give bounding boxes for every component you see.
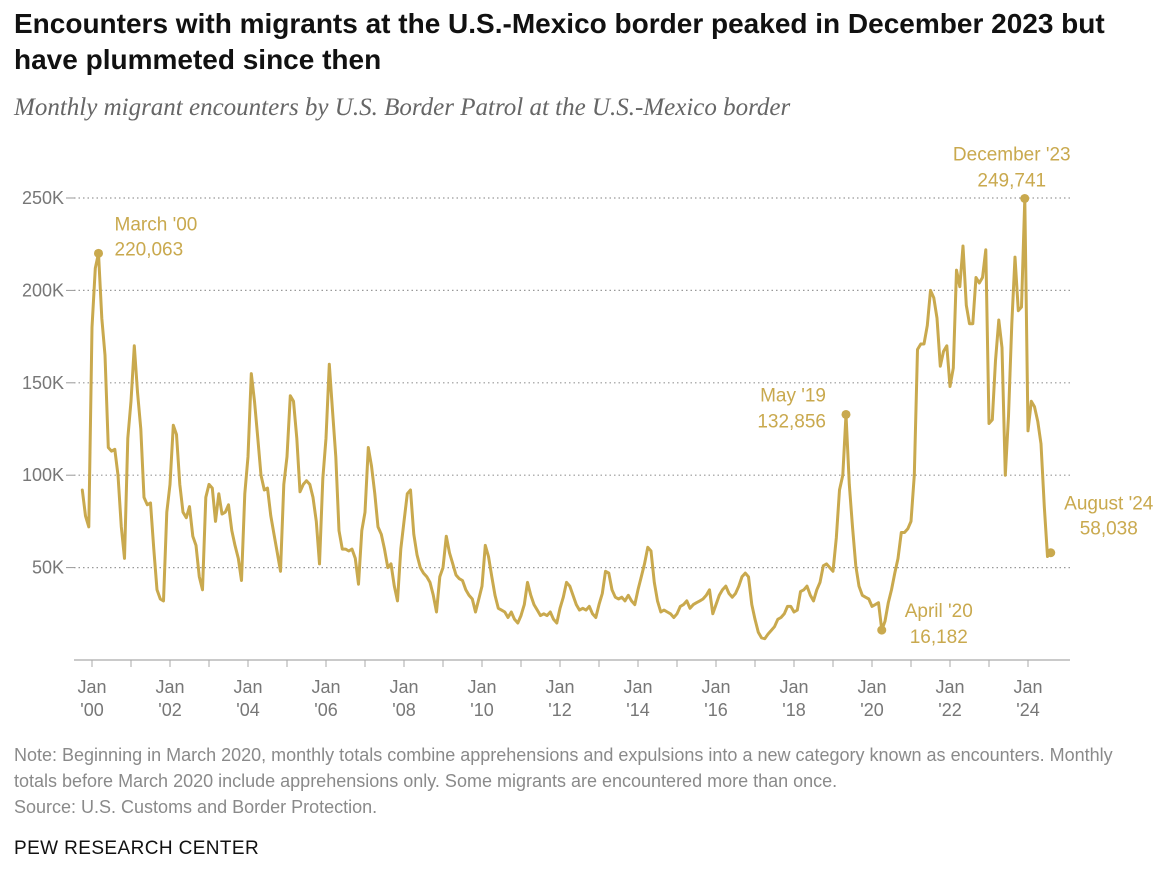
y-tick-label: 50K — [32, 558, 64, 578]
annotation-label: May '19 — [760, 385, 826, 406]
x-tick-label-month: Jan — [1013, 677, 1042, 697]
annotation-value: 132,856 — [757, 411, 826, 432]
annotation-value: 58,038 — [1080, 519, 1138, 540]
x-tick-label-month: Jan — [233, 677, 262, 697]
y-tick-label: 250K — [22, 188, 64, 208]
brand-logo-text: PEW RESEARCH CENTER — [14, 838, 260, 859]
gridlines — [66, 197, 1070, 569]
annotation-value: 220,063 — [115, 239, 184, 260]
x-tick-label-year: '08 — [392, 700, 415, 720]
x-tick-label-month: Jan — [467, 677, 496, 697]
chart-title: Encounters with migrants at the U.S.-Mex… — [14, 8, 1105, 75]
x-tick-label-month: Jan — [389, 677, 418, 697]
x-tick-label-year: '12 — [548, 700, 571, 720]
source-text: Source: U.S. Customs and Border Protecti… — [14, 797, 378, 817]
annotation-value: 16,182 — [910, 627, 968, 648]
y-tick-label: 100K — [22, 465, 64, 485]
annotations: March '00 220,063 May '19 132,856 April '20 1… — [94, 144, 1154, 648]
x-tick-label-year: '24 — [1016, 700, 1039, 720]
x-tick-label-month: Jan — [935, 677, 964, 697]
x-tick-label-year: '04 — [236, 700, 259, 720]
series-line — [80, 197, 1053, 641]
annotation-point — [94, 248, 103, 258]
x-tick-label-month: Jan — [77, 677, 106, 697]
x-tick-label-month: Jan — [545, 677, 574, 697]
annotation-point — [1020, 193, 1030, 203]
annotation-point — [877, 625, 887, 635]
x-tick-label-month: Jan — [311, 677, 340, 697]
y-axis: 50K 100K 150K 200K 250K — [22, 188, 64, 578]
annotation-label: April '20 — [905, 601, 973, 622]
x-tick-label-month: Jan — [701, 677, 730, 697]
x-tick-label-year: '22 — [938, 700, 961, 720]
x-tick-label-year: '18 — [782, 700, 805, 720]
annotation-value: 249,741 — [977, 170, 1046, 191]
x-tick-label-year: '00 — [80, 700, 103, 720]
annotation-point — [1046, 548, 1056, 558]
x-tick-label-year: '02 — [158, 700, 181, 720]
annotation-label: August '24 — [1064, 494, 1154, 515]
x-axis: Jan '00 Jan '02 Jan '04 Jan '06 Jan '08 Jan '10 Jan '… — [74, 659, 1070, 720]
y-tick-label: 150K — [22, 373, 64, 393]
x-tick-label-month: Jan — [857, 677, 886, 697]
annotation-point — [841, 409, 851, 419]
x-tick-label-year: '16 — [704, 700, 727, 720]
chart-note: Note: Beginning in March 2020, monthly t… — [14, 742, 1159, 820]
x-tick-label-month: Jan — [155, 677, 184, 697]
x-tick-label-month: Jan — [623, 677, 652, 697]
series-layer — [80, 197, 1053, 641]
x-tick-label-year: '20 — [860, 700, 883, 720]
annotation-label: March '00 — [115, 214, 198, 235]
x-tick-label-year: '10 — [470, 700, 493, 720]
note-text: Note: Beginning in March 2020, monthly t… — [14, 745, 1113, 791]
x-tick-label-year: '14 — [626, 700, 649, 720]
annotation-label: December '23 — [953, 144, 1071, 165]
x-tick-label-month: Jan — [779, 677, 808, 697]
chart-subtitle: Monthly migrant encounters by U.S. Borde… — [14, 94, 791, 121]
x-tick-label-year: '06 — [314, 700, 337, 720]
y-tick-label: 200K — [22, 280, 64, 300]
